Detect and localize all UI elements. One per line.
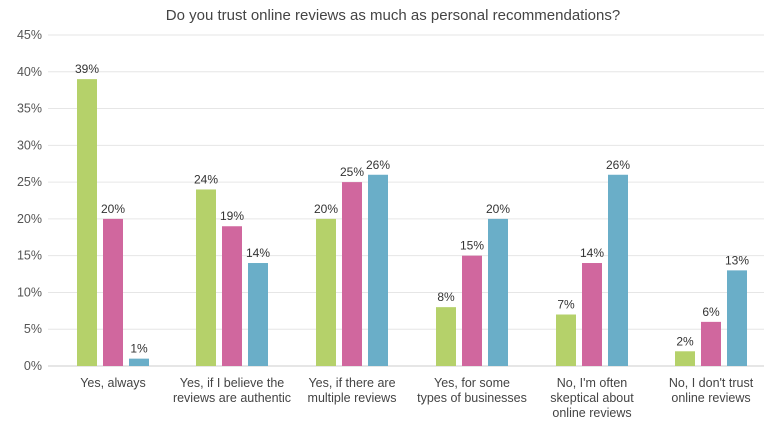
data-label: 14%: [246, 246, 270, 260]
data-label: 24%: [194, 172, 218, 186]
y-tick-label: 15%: [17, 249, 42, 263]
y-tick-label: 30%: [17, 138, 42, 152]
data-label: 15%: [460, 239, 484, 253]
data-label: 20%: [486, 202, 510, 216]
y-axis-ticks: 0% 5% 10% 15% 20% 25% 30% 35% 40% 45%: [17, 28, 42, 373]
data-label: 1%: [130, 342, 148, 356]
bar: [701, 321, 721, 366]
bar: [582, 263, 602, 366]
data-label: 19%: [220, 209, 244, 223]
data-label: 7%: [557, 298, 575, 312]
bar: [77, 79, 97, 366]
chart-title: Do you trust online reviews as much as p…: [166, 7, 620, 24]
y-tick-label: 40%: [17, 65, 42, 79]
data-label: 39%: [75, 62, 99, 76]
data-label: 2%: [676, 334, 694, 348]
bar: [196, 189, 216, 366]
data-label: 6%: [702, 305, 720, 319]
data-label: 13%: [725, 253, 749, 267]
x-category-label: Yes, if I believe the reviews are authent…: [173, 376, 291, 405]
bar: [368, 174, 388, 366]
x-category-label: Yes, always: [80, 376, 146, 390]
data-label: 14%: [580, 246, 604, 260]
bar: [316, 218, 336, 366]
bar: [248, 263, 268, 366]
bar: [103, 218, 123, 366]
bar: [342, 182, 362, 366]
data-label: 8%: [437, 290, 455, 304]
data-label: 26%: [366, 158, 390, 172]
bars: [77, 79, 747, 366]
bar: [556, 314, 576, 366]
y-tick-label: 35%: [17, 102, 42, 116]
y-tick-label: 25%: [17, 175, 42, 189]
data-labels: 39% 24% 20% 8% 7% 2% 20% 19% 25% 15% 14% 6% 1% 14% 26%…: [75, 62, 749, 356]
gridlines: [48, 34, 764, 367]
bar: [488, 218, 508, 366]
data-label: 26%: [606, 158, 630, 172]
bar: [462, 255, 482, 366]
bar: [675, 351, 695, 366]
x-category-label: Yes, if there are multiple reviews: [308, 376, 397, 405]
y-tick-label: 45%: [17, 28, 42, 42]
data-label: 20%: [101, 202, 125, 216]
bar: [608, 174, 628, 366]
x-category-label: Yes, for some types of businesses: [417, 376, 527, 405]
y-tick-label: 20%: [17, 212, 42, 226]
x-category-label: No, I'm often skeptical about online revie…: [550, 376, 634, 420]
y-tick-label: 10%: [17, 285, 42, 299]
x-category-label: No, I don't trust online reviews: [669, 376, 754, 405]
x-axis-categories: Yes, always Yes, if I believe the reviews …: [80, 376, 753, 420]
bar: [436, 307, 456, 366]
bar: [222, 226, 242, 366]
y-tick-label: 5%: [24, 322, 42, 336]
bar: [129, 358, 149, 366]
bar: [727, 270, 747, 366]
data-label: 25%: [340, 165, 364, 179]
data-label: 20%: [314, 202, 338, 216]
y-tick-label: 0%: [24, 359, 42, 373]
